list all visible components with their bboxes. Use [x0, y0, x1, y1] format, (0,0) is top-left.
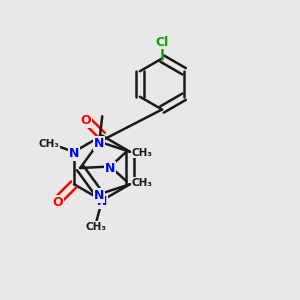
Text: N: N	[94, 137, 104, 150]
Text: CH₃: CH₃	[131, 178, 152, 188]
Text: N: N	[97, 195, 107, 208]
Text: CH₃: CH₃	[85, 222, 106, 232]
Text: CH₃: CH₃	[131, 148, 152, 158]
Text: O: O	[80, 114, 91, 127]
Text: N: N	[94, 189, 104, 202]
Text: Cl: Cl	[155, 35, 169, 49]
Text: N: N	[105, 161, 116, 175]
Text: O: O	[52, 196, 63, 209]
Text: CH₃: CH₃	[39, 139, 60, 149]
Text: N: N	[69, 147, 79, 160]
